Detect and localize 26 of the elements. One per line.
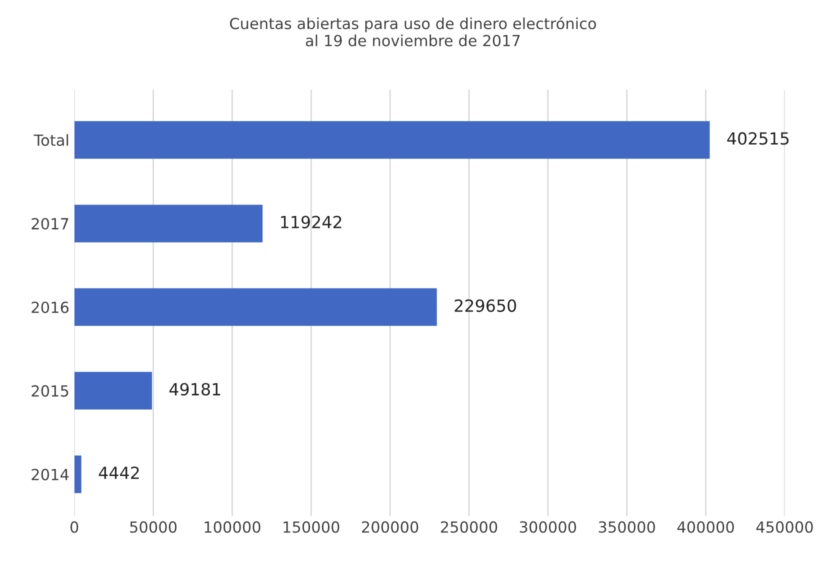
- data-label: 229650: [454, 299, 516, 312]
- bar: [74, 372, 152, 410]
- x-tick-label: 200000: [362, 521, 418, 533]
- bar: [74, 121, 710, 159]
- bar: [74, 288, 437, 326]
- x-tick-label: 0: [70, 521, 78, 533]
- chart-title: Cuentas abiertas para uso de dinero electrónico al 19 de noviembre de 2017: [230, 16, 596, 46]
- data-label: 49181: [169, 382, 220, 396]
- y-tick-label: 2014: [32, 468, 69, 480]
- bar: [74, 456, 82, 494]
- bar: [74, 204, 263, 242]
- data-label: 119242: [281, 216, 342, 228]
- x-tick-label: 350000: [598, 521, 655, 533]
- x-tick-label: 150000: [284, 521, 340, 533]
- y-tick-label: 2016: [32, 302, 69, 314]
- x-tick-label: 50000: [130, 521, 177, 533]
- y-tick-label: 2015: [32, 385, 68, 397]
- y-tick-label: 2017: [32, 218, 68, 230]
- x-tick-label: 400000: [677, 521, 734, 533]
- y-tick-label: Total: [34, 134, 68, 146]
- x-tick-label: 300000: [520, 521, 576, 533]
- x-tick-label: 100000: [204, 521, 260, 533]
- data-label: 4442: [98, 466, 139, 479]
- x-tick-label: 450000: [756, 521, 813, 533]
- x-tick-label: 250000: [440, 521, 498, 533]
- data-label: 402515: [727, 132, 789, 145]
